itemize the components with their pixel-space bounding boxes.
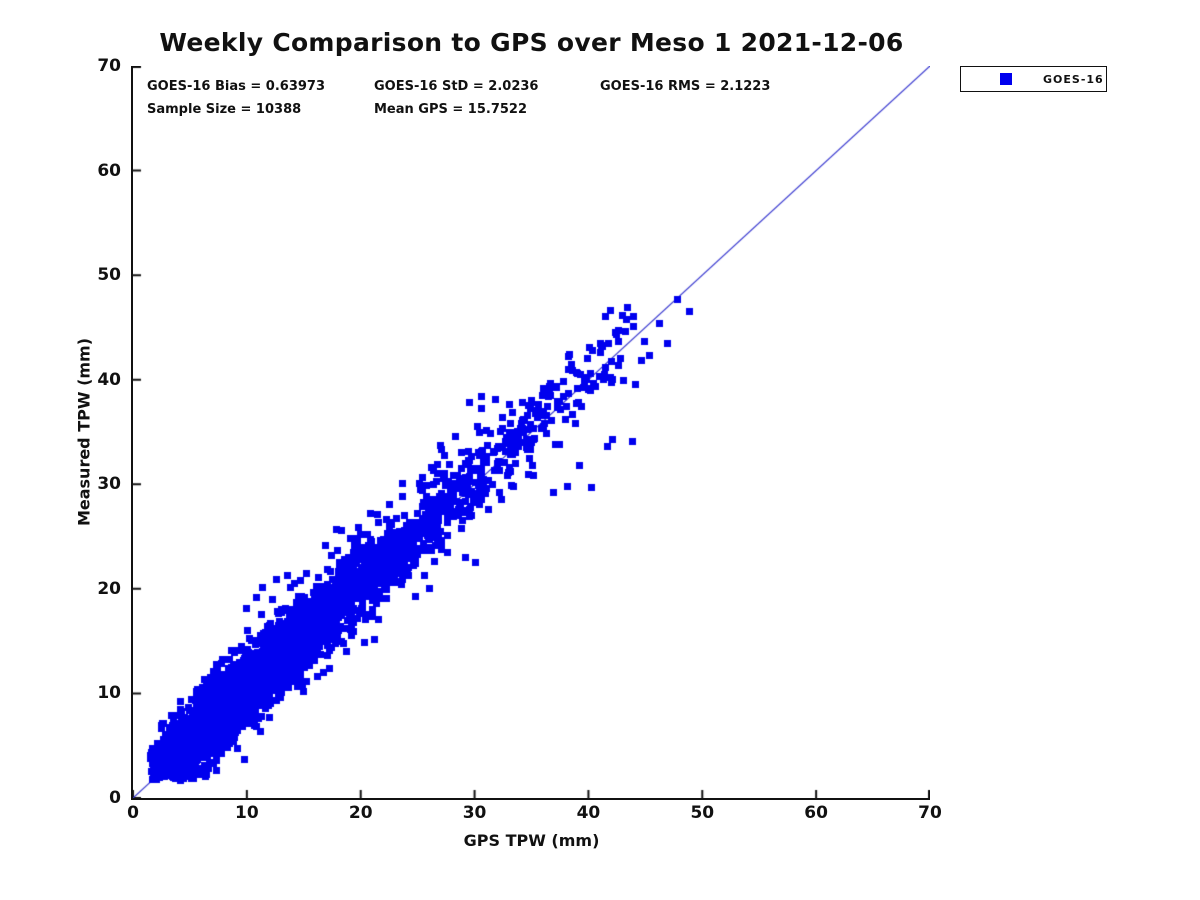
plot-area	[131, 66, 930, 800]
legend-series-label: GOES-16	[1043, 72, 1104, 86]
x-tick-label: 50	[690, 803, 715, 823]
x-tick-label: 60	[804, 803, 828, 823]
y-tick-label: 60	[97, 160, 121, 181]
y-tick-label: 20	[97, 578, 121, 599]
x-tick-label: 40	[576, 803, 601, 823]
x-tick-label: 0	[127, 803, 139, 823]
y-tick-label: 10	[97, 683, 121, 704]
x-tick-label: 10	[235, 803, 259, 823]
x-tick-label: 20	[348, 803, 373, 823]
y-tick-label: 0	[109, 788, 121, 808]
y-tick-label: 50	[97, 265, 121, 286]
y-tick-label: 40	[97, 369, 121, 390]
scatter-canvas	[133, 66, 930, 798]
legend-marker-icon	[1000, 73, 1012, 85]
x-tick-label: 30	[462, 803, 487, 823]
chart-title: Weekly Comparison to GPS over Meso 1 202…	[159, 28, 904, 57]
y-axis-label: Measured TPW (mm)	[74, 337, 94, 527]
x-tick-label: 70	[918, 803, 942, 823]
legend-box: GOES-16	[960, 66, 1107, 92]
x-axis-label: GPS TPW (mm)	[463, 831, 600, 850]
y-tick-label: 30	[97, 474, 121, 495]
y-tick-label: 70	[97, 56, 121, 76]
